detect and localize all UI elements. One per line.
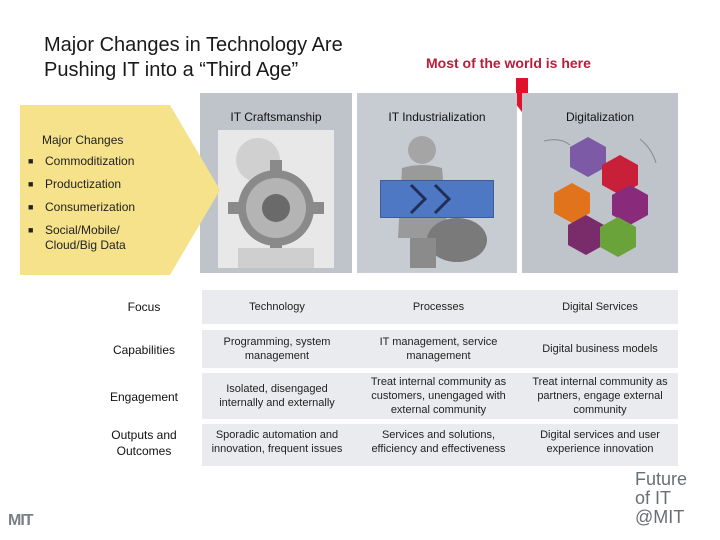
table-cell: Treat internal community as customers, u… <box>370 376 507 416</box>
change-item: Productization <box>45 177 122 191</box>
table-cell: Technology <box>249 301 305 313</box>
table-row <box>202 424 678 466</box>
row-label: Engagement <box>109 390 179 404</box>
table-row <box>202 290 678 324</box>
column-header: IT Craftsmanship <box>230 110 322 124</box>
list-item: ■ Productization <box>28 177 168 192</box>
major-changes-arrow <box>20 105 220 275</box>
row-label: Outputs and Outcomes <box>111 428 177 458</box>
brand-line: @MIT <box>635 507 685 527</box>
table-cell: Sporadic automation and innovation, freq… <box>211 429 343 455</box>
table-cell: Processes <box>412 301 465 313</box>
list-item: ■ Commoditization <box>28 154 168 169</box>
bullet-icon: ■ <box>28 179 34 189</box>
table-row <box>202 373 678 419</box>
list-item: ■ Consumerization <box>28 200 168 215</box>
table-cell: Isolated, disengaged internally and exte… <box>219 383 335 409</box>
change-item: Consumerization <box>45 200 136 214</box>
major-changes-list: ■ Commoditization ■ Productization ■ Consum… <box>28 154 168 261</box>
row-label: Focus <box>127 300 161 314</box>
table-cell: IT management, service management <box>379 336 498 362</box>
table-cell: Digital business models <box>542 343 658 355</box>
bullet-icon: ■ <box>28 225 34 235</box>
chevron-icon <box>409 183 452 215</box>
future-of-it-brand: Future of IT @MIT <box>635 470 687 527</box>
gear-photo <box>218 130 334 268</box>
column-header: Digitalization <box>565 110 635 124</box>
bullet-icon: ■ <box>28 156 34 166</box>
row-label: Capabilities <box>112 343 176 357</box>
slide-title: Major Changes in Technology Are Pushing … <box>44 34 343 81</box>
process-arrows-box <box>380 180 494 218</box>
brand-line: of IT <box>635 488 672 508</box>
callout-text: Most of the world is here <box>426 55 591 71</box>
table-cell: Treat internal community as partners, en… <box>532 376 668 416</box>
table-cell: Services and solutions, efficiency and e… <box>371 429 506 455</box>
digital-hexagon-graphic <box>543 137 657 257</box>
major-changes-heading: Major Changes <box>42 133 124 147</box>
bullet-icon: ■ <box>28 202 34 212</box>
table-row <box>202 330 678 368</box>
table-cell: Digital services and user experience inn… <box>540 429 660 455</box>
change-item: Commoditization <box>45 154 135 168</box>
column-header: IT Industrialization <box>388 110 486 124</box>
table-cell: Digital Services <box>562 301 638 313</box>
table-cell: Programming, system management <box>223 336 331 362</box>
brand-line: Future <box>635 469 688 489</box>
change-item: Social/Mobile/ Cloud/Big Data <box>45 223 126 252</box>
mit-logo: MIT <box>8 512 34 529</box>
list-item: ■ Social/Mobile/ Cloud/Big Data <box>28 223 168 253</box>
